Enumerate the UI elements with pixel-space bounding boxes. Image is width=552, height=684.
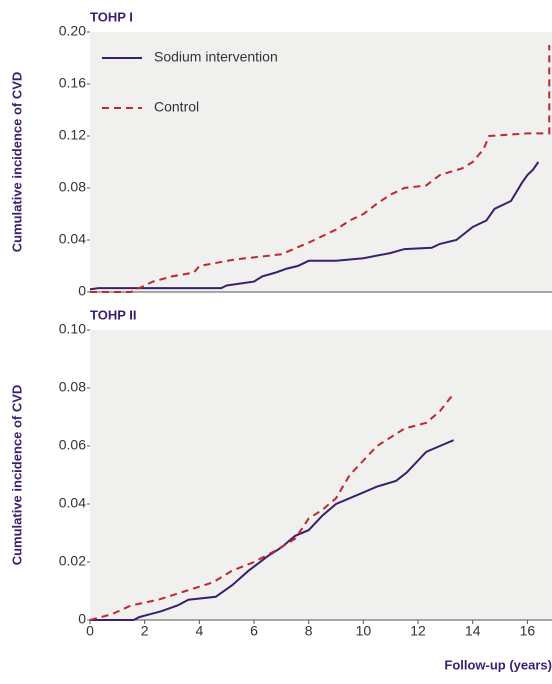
x-tick-label: 4	[195, 623, 203, 639]
line-series	[90, 439, 454, 621]
line-series	[89, 393, 455, 621]
y-axis-label: Cumulative incidence of CVD	[9, 385, 24, 566]
legend-label: Sodium intervention	[154, 49, 278, 65]
y-tick-label: 0.04	[59, 495, 86, 511]
y-tick-label: 0.08	[59, 379, 86, 395]
x-tick-label: 16	[520, 623, 536, 639]
legend-label: Control	[154, 99, 199, 115]
x-axis-label: Follow-up (years)	[444, 657, 552, 672]
plot-area	[90, 32, 552, 292]
x-tick-label: 6	[250, 623, 258, 639]
plot-area	[90, 330, 552, 620]
x-tick-label: 10	[356, 623, 372, 639]
x-tick-label: 12	[410, 623, 426, 639]
x-tick-label: 2	[141, 623, 149, 639]
y-axis-label: Cumulative incidence of CVD	[9, 72, 24, 253]
y-tick-label: 0.08	[59, 179, 86, 195]
y-tick-label: 0	[78, 611, 86, 627]
chart-title: TOHP II	[90, 307, 136, 322]
line-series	[90, 45, 551, 293]
x-tick-label: 8	[305, 623, 313, 639]
y-tick-label: 0.16	[59, 75, 86, 91]
y-tick-label: 0.12	[59, 127, 86, 143]
x-tick-label: 14	[465, 623, 481, 639]
y-tick-label: 0.10	[59, 321, 86, 337]
x-tick-label: 0	[86, 623, 94, 639]
chart-title: TOHP I	[90, 9, 133, 24]
y-tick-label: 0.02	[59, 553, 86, 569]
y-tick-label: 0.06	[59, 437, 86, 453]
y-tick-label: 0	[78, 283, 86, 299]
line-series	[89, 161, 540, 291]
y-tick-label: 0.20	[59, 23, 86, 39]
y-tick-label: 0.04	[59, 231, 86, 247]
